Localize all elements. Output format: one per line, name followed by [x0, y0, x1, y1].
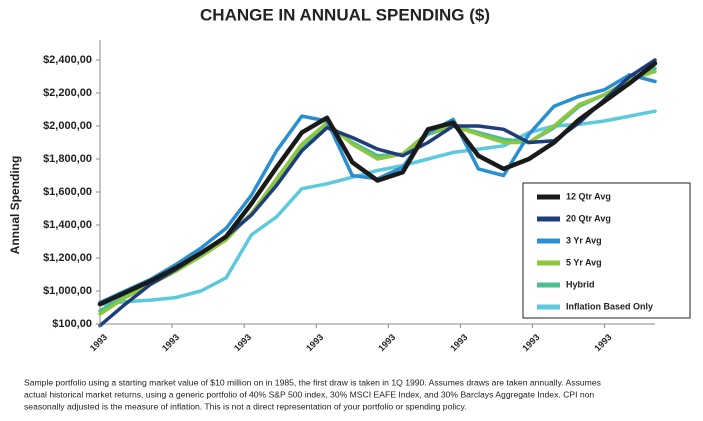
chart-title: CHANGE IN ANNUAL SPENDING ($): [200, 5, 490, 24]
footnote: seasonally adjusted is the measure of in…: [24, 401, 467, 411]
legend-label: Inflation Based Only: [566, 301, 653, 311]
y-tick-label: $1,600,00: [43, 186, 92, 198]
series-line: [97, 61, 658, 307]
legend-entries: 12 Qtr Avg 20 Qtr Avg 3 Yr Avg 5 Yr Avg Hybr…: [537, 191, 653, 311]
legend: [522, 182, 691, 319]
y-tick-label: $1,800,00: [43, 153, 92, 165]
y-tick-label: $2,200,00: [43, 87, 92, 99]
y-axis-label: Annual Spending: [8, 156, 22, 255]
y-tick-label: $1,200,00: [43, 252, 92, 264]
y-tick-label: $2,400,00: [43, 54, 92, 66]
legend-label: 12 Qtr Avg: [566, 191, 611, 201]
plot-area: [97, 58, 658, 328]
y-tick-label: $1,000,00: [43, 285, 92, 297]
legend-label: 20 Qtr Avg: [566, 213, 611, 223]
footnote: Sample portfolio using a starting market…: [24, 377, 601, 387]
legend-label: 5 Yr Avg: [566, 257, 602, 267]
y-tick-label: $1,400,00: [43, 219, 92, 231]
footnote: actual historical market returns, using …: [24, 389, 594, 399]
y-tick-label: $100,00: [52, 318, 92, 330]
series-line: [98, 109, 657, 306]
legend-label: Hybrid: [566, 279, 595, 289]
legend-label: 3 Yr Avg: [566, 235, 602, 245]
series-line: [98, 69, 657, 316]
y-tick-label: $2,000,00: [43, 120, 92, 132]
